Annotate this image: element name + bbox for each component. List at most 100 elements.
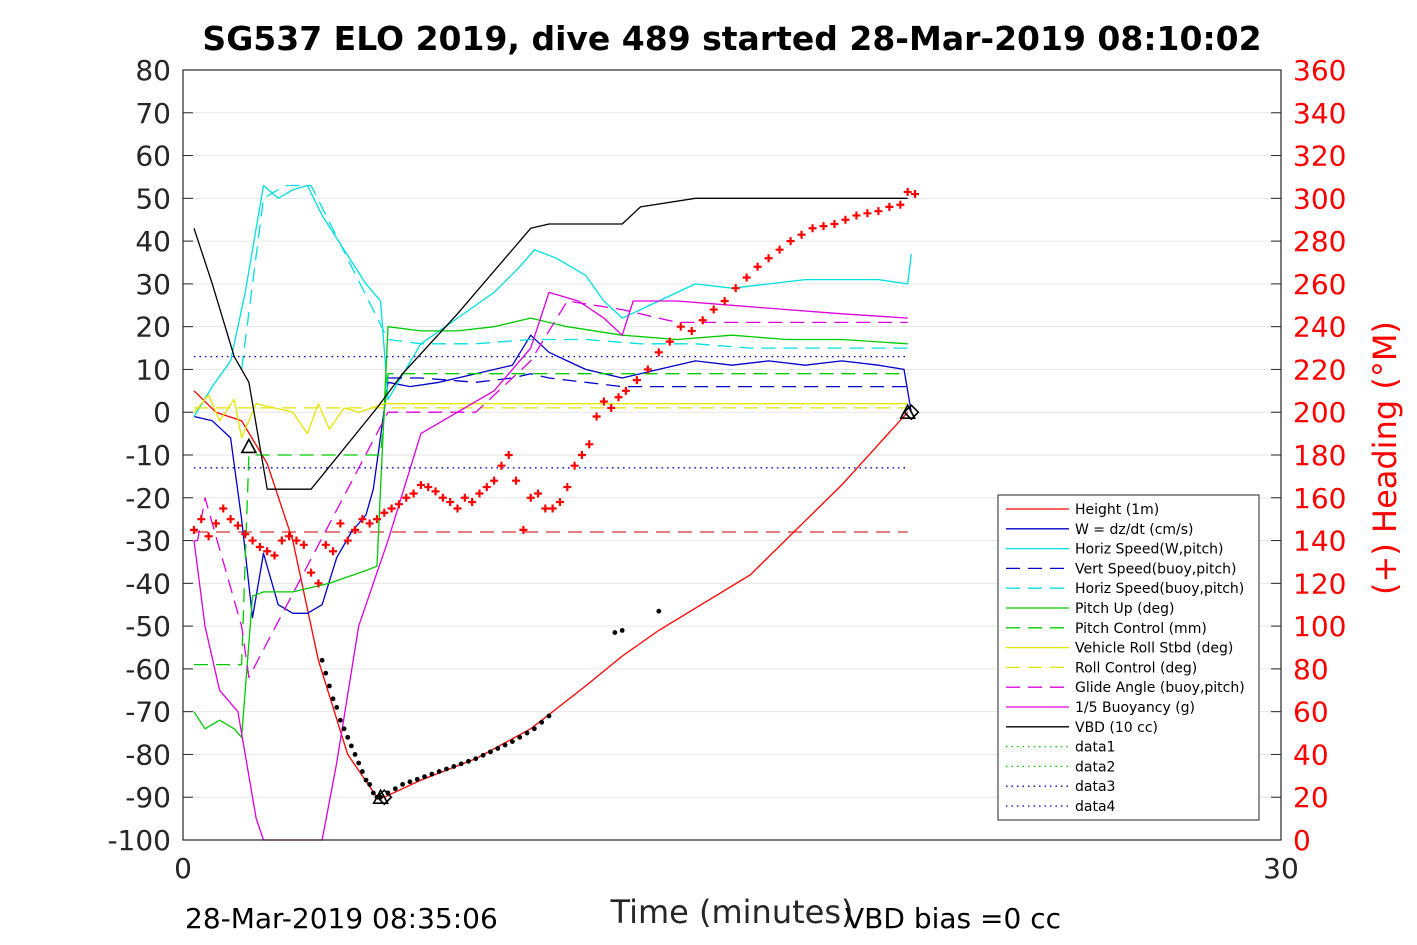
heading-point [460,493,469,502]
depth-dot [539,719,545,725]
y-tick-label: -40 [125,567,171,600]
heading-point [577,451,586,459]
depth-dot [422,774,427,780]
heading-point [402,493,411,502]
right-y-axis-label: (+) Heading (°M) [1366,321,1404,595]
series-line-5 [193,317,908,738]
depth-dot [495,746,501,751]
heading-point [709,305,718,314]
heading-point [911,190,919,199]
series-line-4 [240,184,908,370]
y-tick-label: -60 [125,653,171,686]
depth-dot [370,790,376,796]
depth-dot [436,769,442,774]
y-tick-label: -10 [125,439,171,472]
x-tick-label: 30 [1263,852,1299,885]
y-tick-label: -100 [107,824,171,857]
heading-point [431,487,440,496]
heading-point [285,532,294,541]
series-line-7 [193,394,908,439]
heading-point [534,489,543,498]
heading-point [343,536,352,545]
chart-title: SG537 ELO 2019, dive 489 started 28-Mar-… [202,19,1261,58]
heading-point [255,542,264,551]
legend-label: Roll Control (deg) [1075,660,1197,676]
legend-label: Glide Angle (buoy,pitch) [1075,680,1245,696]
heading-point [548,504,557,513]
depth-dot [656,608,662,614]
depth-dot [458,761,464,767]
right-y-tick-label: 40 [1293,738,1329,771]
right-y-tick-label: 100 [1293,610,1346,643]
depth-dot [546,713,552,719]
right-y-tick-label: 240 [1293,311,1346,344]
legend-label: Height (1m) [1075,502,1159,518]
heading-point [607,403,616,412]
depth-dot [612,630,618,635]
heading-point [248,536,257,545]
depth-dot [348,743,354,749]
depth-dot [319,657,325,663]
heading-point [764,254,773,263]
right-y-tick-label: 0 [1293,824,1311,857]
series-line-2 [193,184,912,417]
right-y-tick-label: 200 [1293,396,1346,429]
depth-dot [341,726,347,732]
y-tick-label: -30 [125,525,171,558]
x-axis: 0 30 [174,830,1299,885]
right-y-axis: 3603403203002802602402202001801601401201… [1271,54,1346,857]
heading-point [387,504,396,513]
series-lines [193,184,912,841]
depth-dot [356,760,362,766]
heading-point [621,386,630,395]
heading-point [219,504,228,513]
x-axis-label: Time (minutes) [610,893,854,931]
legend-label: data4 [1075,799,1116,815]
depth-dot [531,726,537,732]
heading-point [519,525,528,534]
depth-dot [330,696,336,702]
heading-point [233,521,242,530]
heading-point [570,461,579,470]
right-y-tick-label: 60 [1293,696,1329,729]
depth-dot [337,717,343,723]
heading-point [585,440,594,449]
heading-point [299,540,308,549]
right-y-tick-label: 80 [1293,653,1329,686]
depth-dot [352,752,358,757]
heading-point [475,489,484,498]
legend-label: data1 [1075,740,1115,756]
heading-point [841,215,850,224]
legend-label: data3 [1075,779,1115,795]
depth-dot [392,786,398,792]
heading-point [903,187,912,196]
right-y-tick-label: 120 [1293,567,1346,600]
heading-point [896,200,905,209]
heading-point [380,508,389,517]
heading-point [409,489,418,498]
legend-label: Vert Speed(buoy,pitch) [1075,561,1237,577]
series-line-1 [193,334,912,619]
triangle-marker [240,437,258,454]
heading-point [614,393,623,402]
heading-point [599,397,608,406]
y-tick-label: 50 [135,182,171,215]
depth-dot [367,781,373,787]
left-y-axis: 80 70 60 50 40 30 20 10 0 -10 -20 -30 -40 -50 -60 -70 -8… [107,54,193,857]
series-line-3 [388,373,908,388]
heading-point [365,519,374,528]
heading-markers [189,187,919,588]
heading-point [204,532,213,541]
heading-point [424,483,433,492]
x-tick-label: 0 [174,852,192,885]
heading-point [482,483,491,492]
right-y-tick-label: 340 [1293,97,1346,130]
heading-point [241,530,250,539]
right-y-tick-label: 160 [1293,482,1346,515]
heading-point [468,498,477,507]
heading-point [270,551,279,560]
turn-markers [240,403,920,806]
depth-dot [407,779,413,785]
depth-dot [345,734,351,740]
